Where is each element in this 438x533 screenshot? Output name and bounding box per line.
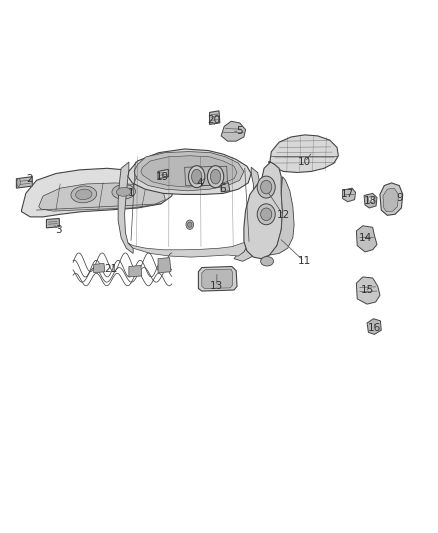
Ellipse shape (71, 186, 97, 203)
Text: 13: 13 (210, 281, 223, 292)
PathPatch shape (128, 149, 251, 195)
PathPatch shape (343, 188, 356, 201)
PathPatch shape (39, 183, 166, 211)
PathPatch shape (134, 151, 244, 191)
PathPatch shape (221, 183, 230, 192)
PathPatch shape (244, 162, 283, 259)
Ellipse shape (261, 208, 272, 221)
Ellipse shape (257, 176, 275, 198)
Ellipse shape (208, 166, 224, 188)
Ellipse shape (261, 180, 272, 194)
PathPatch shape (198, 266, 237, 291)
Ellipse shape (188, 166, 205, 188)
PathPatch shape (158, 257, 171, 273)
PathPatch shape (270, 176, 294, 255)
Text: 17: 17 (341, 189, 354, 199)
PathPatch shape (270, 135, 338, 173)
PathPatch shape (141, 156, 237, 187)
Text: 18: 18 (364, 196, 377, 206)
PathPatch shape (16, 176, 32, 188)
PathPatch shape (364, 193, 377, 208)
Ellipse shape (210, 169, 221, 184)
Text: 5: 5 (236, 126, 243, 136)
Text: 3: 3 (55, 225, 61, 235)
PathPatch shape (158, 169, 168, 179)
Text: 2: 2 (26, 174, 32, 184)
Text: 9: 9 (396, 192, 403, 203)
Text: 11: 11 (297, 256, 311, 266)
Text: 14: 14 (358, 233, 371, 243)
PathPatch shape (118, 162, 133, 254)
PathPatch shape (128, 241, 250, 257)
Ellipse shape (117, 188, 131, 196)
Ellipse shape (17, 178, 20, 187)
PathPatch shape (209, 111, 220, 124)
Text: 10: 10 (298, 157, 311, 167)
PathPatch shape (94, 263, 105, 273)
Ellipse shape (112, 184, 135, 199)
Text: 16: 16 (368, 323, 381, 333)
Text: 15: 15 (360, 285, 374, 295)
PathPatch shape (383, 188, 399, 212)
PathPatch shape (367, 319, 381, 334)
Text: 6: 6 (219, 184, 226, 194)
Text: 4: 4 (196, 178, 203, 188)
PathPatch shape (202, 269, 233, 288)
Text: 20: 20 (207, 115, 220, 125)
Ellipse shape (261, 256, 273, 266)
Ellipse shape (368, 197, 374, 203)
Text: 21: 21 (104, 264, 117, 274)
Text: 12: 12 (277, 211, 290, 220)
PathPatch shape (357, 226, 377, 252)
Ellipse shape (257, 204, 275, 225)
PathPatch shape (380, 183, 403, 215)
Text: 19: 19 (156, 172, 169, 182)
PathPatch shape (234, 167, 262, 261)
PathPatch shape (129, 265, 142, 277)
PathPatch shape (21, 168, 174, 217)
Text: 1: 1 (128, 188, 134, 198)
Ellipse shape (191, 169, 202, 184)
Ellipse shape (76, 189, 92, 200)
Ellipse shape (187, 222, 192, 228)
PathPatch shape (221, 122, 246, 141)
PathPatch shape (46, 219, 59, 228)
Ellipse shape (186, 220, 194, 229)
PathPatch shape (357, 277, 380, 304)
